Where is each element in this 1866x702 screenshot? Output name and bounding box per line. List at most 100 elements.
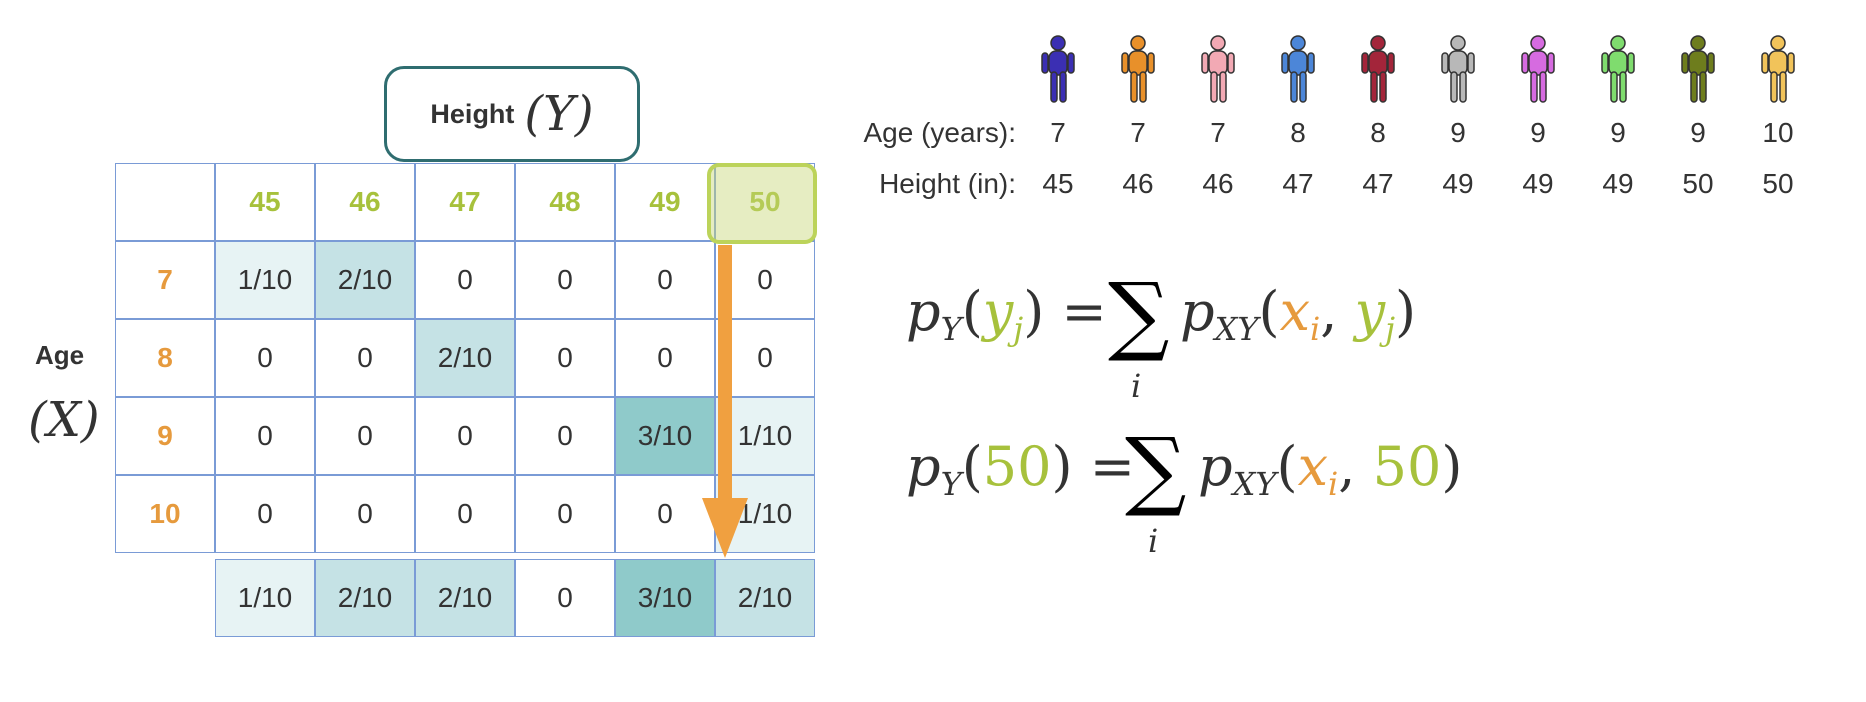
person-height-value: 47 bbox=[1362, 168, 1394, 199]
probability-cell: 0 bbox=[615, 475, 715, 553]
formula-paren: ) bbox=[1395, 280, 1417, 343]
formula-y: y bbox=[982, 280, 1014, 343]
formula-y-sub: j bbox=[1013, 310, 1024, 348]
formula-equals: = bbox=[1089, 435, 1135, 498]
probability-cell: 0 bbox=[515, 397, 615, 475]
marginal-formula-specific-rhs: pXY(xi, 50) bbox=[1198, 435, 1462, 503]
probability-cell: 0 bbox=[215, 397, 315, 475]
formula-paren: ) bbox=[1023, 280, 1045, 343]
formula-p-sub: Y bbox=[940, 310, 962, 348]
probability-cell: 2/10 bbox=[415, 319, 515, 397]
formula-y-sub: j bbox=[1385, 310, 1396, 348]
summation-index: i bbox=[1148, 522, 1159, 560]
marginal-cell: 3/10 bbox=[615, 559, 715, 637]
formula-x-sub: i bbox=[1310, 310, 1321, 348]
height-header-cell: 46 bbox=[315, 163, 415, 241]
arrow-shaft bbox=[718, 245, 732, 500]
formula-paren: ( bbox=[1258, 280, 1280, 343]
formula-p-sub: Y bbox=[940, 465, 962, 503]
formula-y: y bbox=[1354, 280, 1386, 343]
table-corner-cell bbox=[115, 163, 215, 241]
formula-paren: ( bbox=[961, 280, 983, 343]
person-age-value: 7 bbox=[1130, 117, 1146, 148]
height-header-cell: 49 bbox=[615, 163, 715, 241]
formula-value: 50 bbox=[1372, 435, 1442, 498]
person-age-value: 9 bbox=[1610, 117, 1626, 148]
formula-p: p bbox=[906, 280, 941, 343]
person-icon bbox=[1041, 35, 1075, 103]
height-header-cell: 47 bbox=[415, 163, 515, 241]
person-icon bbox=[1361, 35, 1395, 103]
person-icon bbox=[1121, 35, 1155, 103]
person-icon bbox=[1601, 35, 1635, 103]
formula-paren: ) bbox=[1051, 435, 1073, 498]
person-age-value: 8 bbox=[1290, 117, 1306, 148]
height-label-text: Height bbox=[430, 98, 515, 129]
person-age-value: 9 bbox=[1690, 117, 1706, 148]
formula-pxy: p bbox=[1180, 280, 1215, 343]
person-age-value: 7 bbox=[1050, 117, 1066, 148]
age-variable: (X) bbox=[28, 392, 100, 448]
formula-comma: , bbox=[1338, 435, 1356, 498]
person-icon bbox=[1761, 35, 1795, 103]
selected-column-highlight bbox=[707, 163, 817, 244]
age-header-cell: 8 bbox=[115, 319, 215, 397]
person-height-value: 49 bbox=[1522, 168, 1554, 199]
formula-p: p bbox=[906, 435, 941, 498]
probability-cell: 0 bbox=[415, 397, 515, 475]
probability-cell: 0 bbox=[215, 319, 315, 397]
formula-equals: = bbox=[1061, 280, 1107, 343]
probability-cell: 0 bbox=[515, 319, 615, 397]
height-header-cell: 48 bbox=[515, 163, 615, 241]
age-header-cell: 7 bbox=[115, 241, 215, 319]
person-height-value: 47 bbox=[1282, 168, 1314, 199]
probability-cell: 3/10 bbox=[615, 397, 715, 475]
formula-pxy: p bbox=[1198, 435, 1233, 498]
person-height-value: 45 bbox=[1042, 168, 1074, 199]
marginal-cell: 2/10 bbox=[415, 559, 515, 637]
formula-pxy-sub: XY bbox=[1232, 465, 1277, 503]
probability-cell: 0 bbox=[615, 319, 715, 397]
summation-symbol: ∑ bbox=[1125, 420, 1187, 520]
person-height-value: 49 bbox=[1442, 168, 1474, 199]
height-header-cell: 45 bbox=[215, 163, 315, 241]
marginal-cell: 2/10 bbox=[315, 559, 415, 637]
probability-cell: 0 bbox=[515, 475, 615, 553]
probability-cell: 0 bbox=[515, 241, 615, 319]
formula-comma: , bbox=[1320, 280, 1338, 343]
arrow-head bbox=[702, 498, 748, 558]
person-age-value: 7 bbox=[1210, 117, 1226, 148]
probability-cell: 0 bbox=[315, 319, 415, 397]
age-header-cell: 10 bbox=[115, 475, 215, 553]
sum-down-arrow bbox=[702, 245, 748, 558]
formula-paren: ) bbox=[1441, 435, 1463, 498]
marginal-formula-specific: pY(50) = bbox=[906, 435, 1135, 503]
person-height-value: 49 bbox=[1602, 168, 1634, 199]
probability-cell: 0 bbox=[615, 241, 715, 319]
probability-cell: 2/10 bbox=[315, 241, 415, 319]
marginal-formula-general: pY(yj) = bbox=[906, 280, 1107, 348]
person-icon bbox=[1201, 35, 1235, 103]
person-age-value: 10 bbox=[1762, 117, 1794, 148]
person-age-value: 9 bbox=[1450, 117, 1466, 148]
formula-x: x bbox=[1279, 280, 1311, 343]
height-variable: (Y) bbox=[524, 86, 594, 142]
marginal-cell: 0 bbox=[515, 559, 615, 637]
summation-symbol: ∑ bbox=[1108, 265, 1170, 365]
formula-paren: ( bbox=[1276, 435, 1298, 498]
person-height-value: 46 bbox=[1202, 168, 1234, 199]
probability-cell: 0 bbox=[415, 241, 515, 319]
formula-value: 50 bbox=[982, 435, 1052, 498]
probability-cell: 0 bbox=[215, 475, 315, 553]
person-height-value: 50 bbox=[1762, 168, 1794, 199]
person-age-value: 8 bbox=[1370, 117, 1386, 148]
formula-paren: ( bbox=[961, 435, 983, 498]
person-height-value: 46 bbox=[1122, 168, 1154, 199]
probability-cell: 1/10 bbox=[215, 241, 315, 319]
probability-cell: 0 bbox=[415, 475, 515, 553]
age-header-cell: 9 bbox=[115, 397, 215, 475]
summation-index: i bbox=[1131, 367, 1142, 405]
formula-pxy-sub: XY bbox=[1214, 310, 1259, 348]
age-years-label: Age (years): bbox=[863, 117, 1017, 148]
person-icon bbox=[1281, 35, 1315, 103]
